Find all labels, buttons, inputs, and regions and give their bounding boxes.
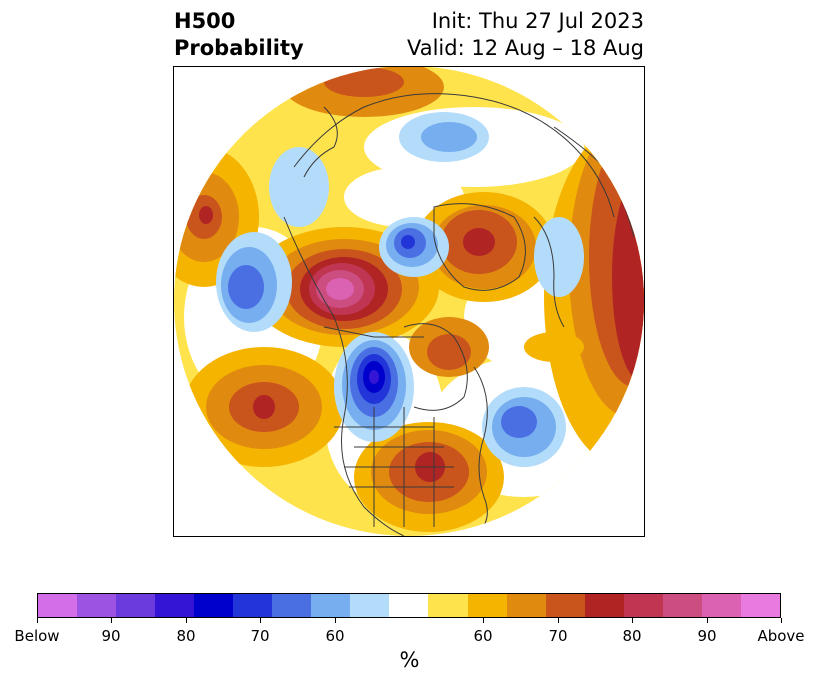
colorbar-tick-mark [111, 618, 112, 623]
colorbar-segment [545, 594, 585, 617]
colorbar-segment [311, 594, 351, 617]
colorbar-tick-mark [558, 618, 559, 623]
colorbar-tick-label: Below [14, 627, 60, 645]
colorbar-tick-mark [335, 618, 336, 623]
probability-map [174, 67, 644, 536]
colorbar-segment [77, 594, 117, 617]
colorbar-segment [155, 594, 195, 617]
probability-shading [174, 67, 644, 536]
coastlines [283, 93, 635, 536]
colorbar-tick-label: 90 [697, 627, 717, 645]
colorbar-segment [467, 594, 507, 617]
colorbar-segment [740, 594, 780, 617]
colorbar-segment [701, 594, 741, 617]
colorbar-segment [38, 594, 78, 617]
colorbar-tick-label: 90 [101, 627, 121, 645]
colorbar-tick-mark [186, 618, 187, 623]
colorbar-tick-label: 70 [548, 627, 568, 645]
colorbar-segment [116, 594, 156, 617]
colorbar-segment [272, 594, 312, 617]
colorbar-label: % [399, 648, 420, 672]
valid-dates: Valid: 12 Aug – 18 Aug [406, 36, 644, 60]
colorbar-tick-mark [260, 618, 261, 623]
init-date: Init: Thu 27 Jul 2023 [431, 9, 644, 33]
map-panel [173, 66, 645, 537]
colorbar [37, 593, 781, 618]
colorbar-tick-label: Above [757, 627, 805, 645]
colorbar-tick-label: 70 [250, 627, 270, 645]
colorbar-segment [428, 594, 468, 617]
colorbar-segment [662, 594, 702, 617]
colorbar-segment [584, 594, 624, 617]
colorbar-tick-label: 60 [325, 627, 345, 645]
colorbar-segment [623, 594, 663, 617]
colorbar-segment [350, 594, 390, 617]
colorbar-tick-mark [37, 618, 38, 623]
colorbar-tick-mark [632, 618, 633, 623]
colorbar-segment [194, 594, 234, 617]
colorbar-tick-label: 60 [473, 627, 493, 645]
colorbar-segment [233, 594, 273, 617]
colorbar-tick-label: 80 [176, 627, 196, 645]
forecast-dates: Init: Thu 27 Jul 2023 Valid: 12 Aug – 18… [407, 8, 644, 62]
colorbar-tick-mark [483, 618, 484, 623]
colorbar-segment [389, 594, 429, 617]
colorbar-tick-mark [781, 618, 782, 623]
title-line-1: H500 [174, 9, 236, 33]
title-line-2: Probability [174, 36, 304, 60]
colorbar-tick-label: 80 [622, 627, 642, 645]
map-title: H500 Probability [174, 8, 304, 62]
colorbar-tick-mark [707, 618, 708, 623]
colorbar-segment [506, 594, 546, 617]
